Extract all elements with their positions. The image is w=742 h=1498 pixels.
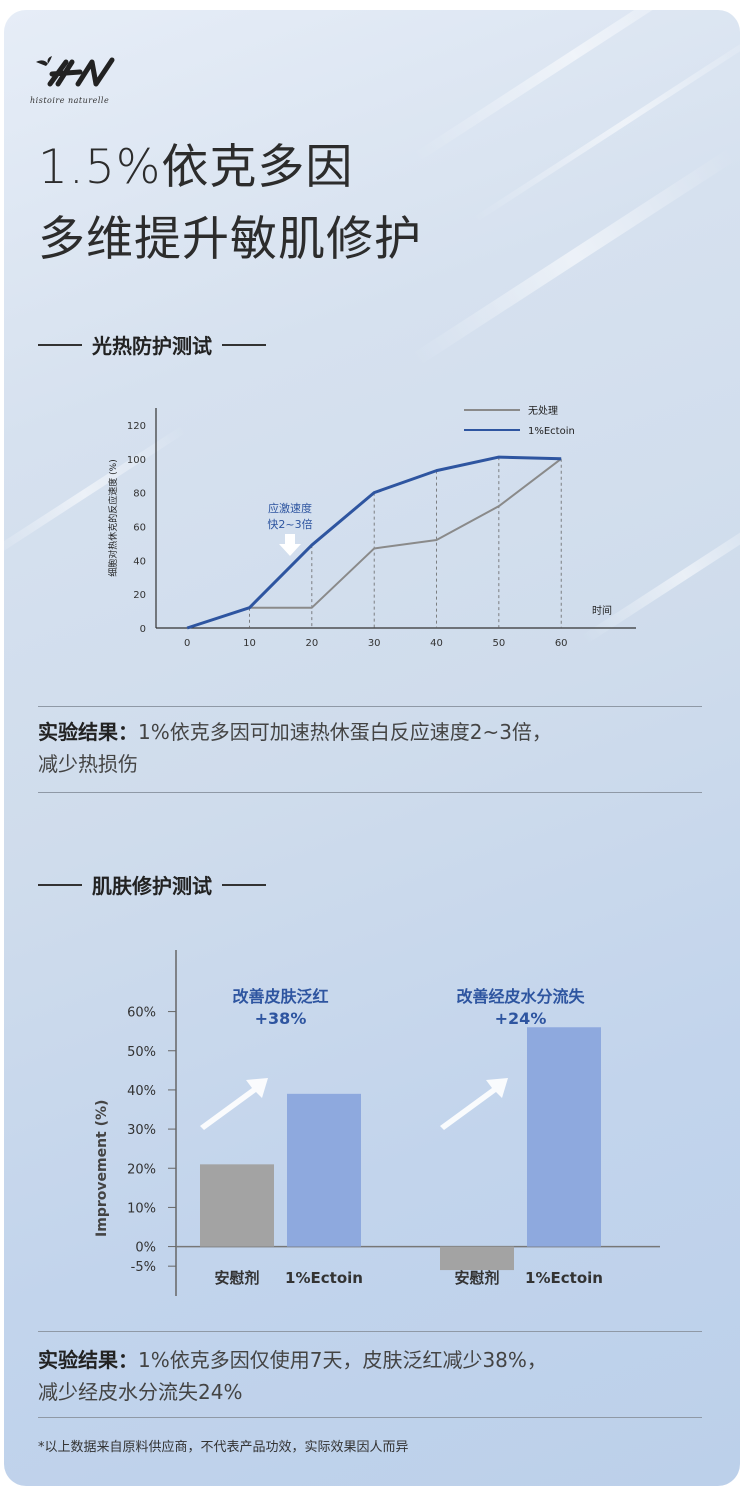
down-arrow-icon	[279, 534, 301, 556]
x-tick-label: 10	[243, 638, 256, 649]
x-tick-label: 0	[184, 638, 190, 649]
y-tick-label: 80	[133, 489, 146, 500]
bar-label: 1%Ectoin	[525, 1269, 603, 1287]
section1-title-text: 光热防护测试	[92, 334, 212, 358]
y-tick-label: 60%	[127, 1006, 156, 1021]
bar-label: 安慰剂	[214, 1269, 259, 1287]
y-tick-label: 50%	[127, 1045, 156, 1060]
footnote: *以上数据来自原料供应商，不代表产品功效，实际效果因人而异	[38, 1440, 409, 1455]
annotation-text: 快2~3倍	[267, 517, 312, 531]
section1-result-text: 1%依克多因可加速热休蛋白反应速度2~3倍，	[138, 720, 552, 744]
divider	[38, 706, 702, 707]
y-axis-label: Improvement (%)	[94, 1100, 110, 1237]
title-rule	[38, 883, 82, 886]
title-rule	[38, 343, 82, 346]
y-tick-label: 40%	[127, 1084, 156, 1099]
y-tick-label: 40	[133, 556, 146, 567]
x-tick-label: 40	[430, 638, 443, 649]
y-tick-label: 20	[133, 590, 146, 601]
y-tick-label: 0	[140, 624, 146, 635]
section1-result-text2: 减少热损伤	[38, 752, 138, 776]
x-tick-label: 30	[368, 638, 381, 649]
section2-result-text2: 减少经皮水分流失24%	[38, 1380, 243, 1404]
y-axis-label: 细胞对热休克的反应速度 (%)	[107, 459, 119, 576]
x-tick-label: 60	[555, 638, 568, 649]
bar-label: 1%Ectoin	[285, 1269, 363, 1287]
divider	[38, 1331, 702, 1332]
bar-ectoin	[527, 1027, 601, 1247]
y-tick-label: 30%	[127, 1123, 156, 1138]
section2-title-text: 肌肤修护测试	[92, 874, 212, 898]
bar-placebo	[200, 1164, 274, 1247]
light-streak	[410, 147, 738, 367]
bar-label: 安慰剂	[454, 1269, 499, 1287]
group-delta: +24%	[495, 1009, 547, 1028]
x-tick-label: 50	[492, 638, 505, 649]
x-tick-label: 20	[305, 638, 318, 649]
divider	[38, 1417, 702, 1418]
group-delta: +38%	[255, 1009, 307, 1028]
y-tick-label: 100	[127, 455, 146, 466]
brand-logo-icon	[36, 56, 115, 87]
y-tick-label: 60	[133, 522, 146, 533]
title-rule	[222, 883, 266, 886]
group-title: 改善经皮水分流失	[456, 987, 585, 1006]
section1-result: 实验结果：1%依克多因可加速热休蛋白反应速度2~3倍， 减少热损伤	[38, 716, 702, 780]
group-title: 改善皮肤泛红	[232, 987, 328, 1006]
light-streak	[411, 10, 737, 163]
section1-result-label: 实验结果：	[38, 720, 138, 744]
skin-repair-bar-chart: 60% 50% 40% 30% 20% 10% 0% -5% Improvement (%) 安慰…	[94, 950, 660, 1296]
section2-result-label: 实验结果：	[38, 1348, 138, 1372]
section2-result: 实验结果：1%依克多因仅使用7天，皮肤泛红减少38%， 减少经皮水分流失24%	[38, 1344, 702, 1408]
section2-result-text: 1%依克多因仅使用7天，皮肤泛红减少38%，	[138, 1348, 547, 1372]
y-tick-label: 20%	[127, 1162, 156, 1177]
title-rule	[222, 343, 266, 346]
brand-tagline: histoire naturelle	[30, 96, 110, 105]
bar-ectoin	[287, 1093, 361, 1247]
y-tick-label: 10%	[127, 1201, 156, 1216]
bar-placebo	[440, 1246, 514, 1271]
poster-card	[4, 10, 740, 1486]
x-axis-label: 时间	[592, 604, 612, 617]
legend-label: 1%Ectoin	[528, 426, 575, 437]
up-arrow-icon	[200, 1078, 268, 1130]
heat-shock-line-chart: 0 20 40 60 80 100 120 0 10 20 30 40 50 60 时间 细胞对热休克的反应速…	[107, 405, 636, 649]
up-arrow-icon	[440, 1078, 508, 1130]
legend-label: 无处理	[528, 405, 558, 417]
divider	[38, 792, 702, 793]
light-streak	[471, 22, 740, 224]
y-tick-label: -5%	[131, 1260, 156, 1275]
series-line-ectoin	[186, 455, 562, 630]
headline-line2: 多维提升敏肌修护	[38, 212, 422, 267]
section2-title: 肌肤修护测试	[38, 870, 266, 899]
y-tick-label: 0%	[135, 1241, 156, 1256]
section1-title: 光热防护测试	[38, 330, 266, 359]
annotation-text: 应激速度	[268, 501, 312, 515]
headline-line1: 1.5%依克多因	[38, 140, 354, 195]
y-tick-label: 120	[127, 421, 146, 432]
